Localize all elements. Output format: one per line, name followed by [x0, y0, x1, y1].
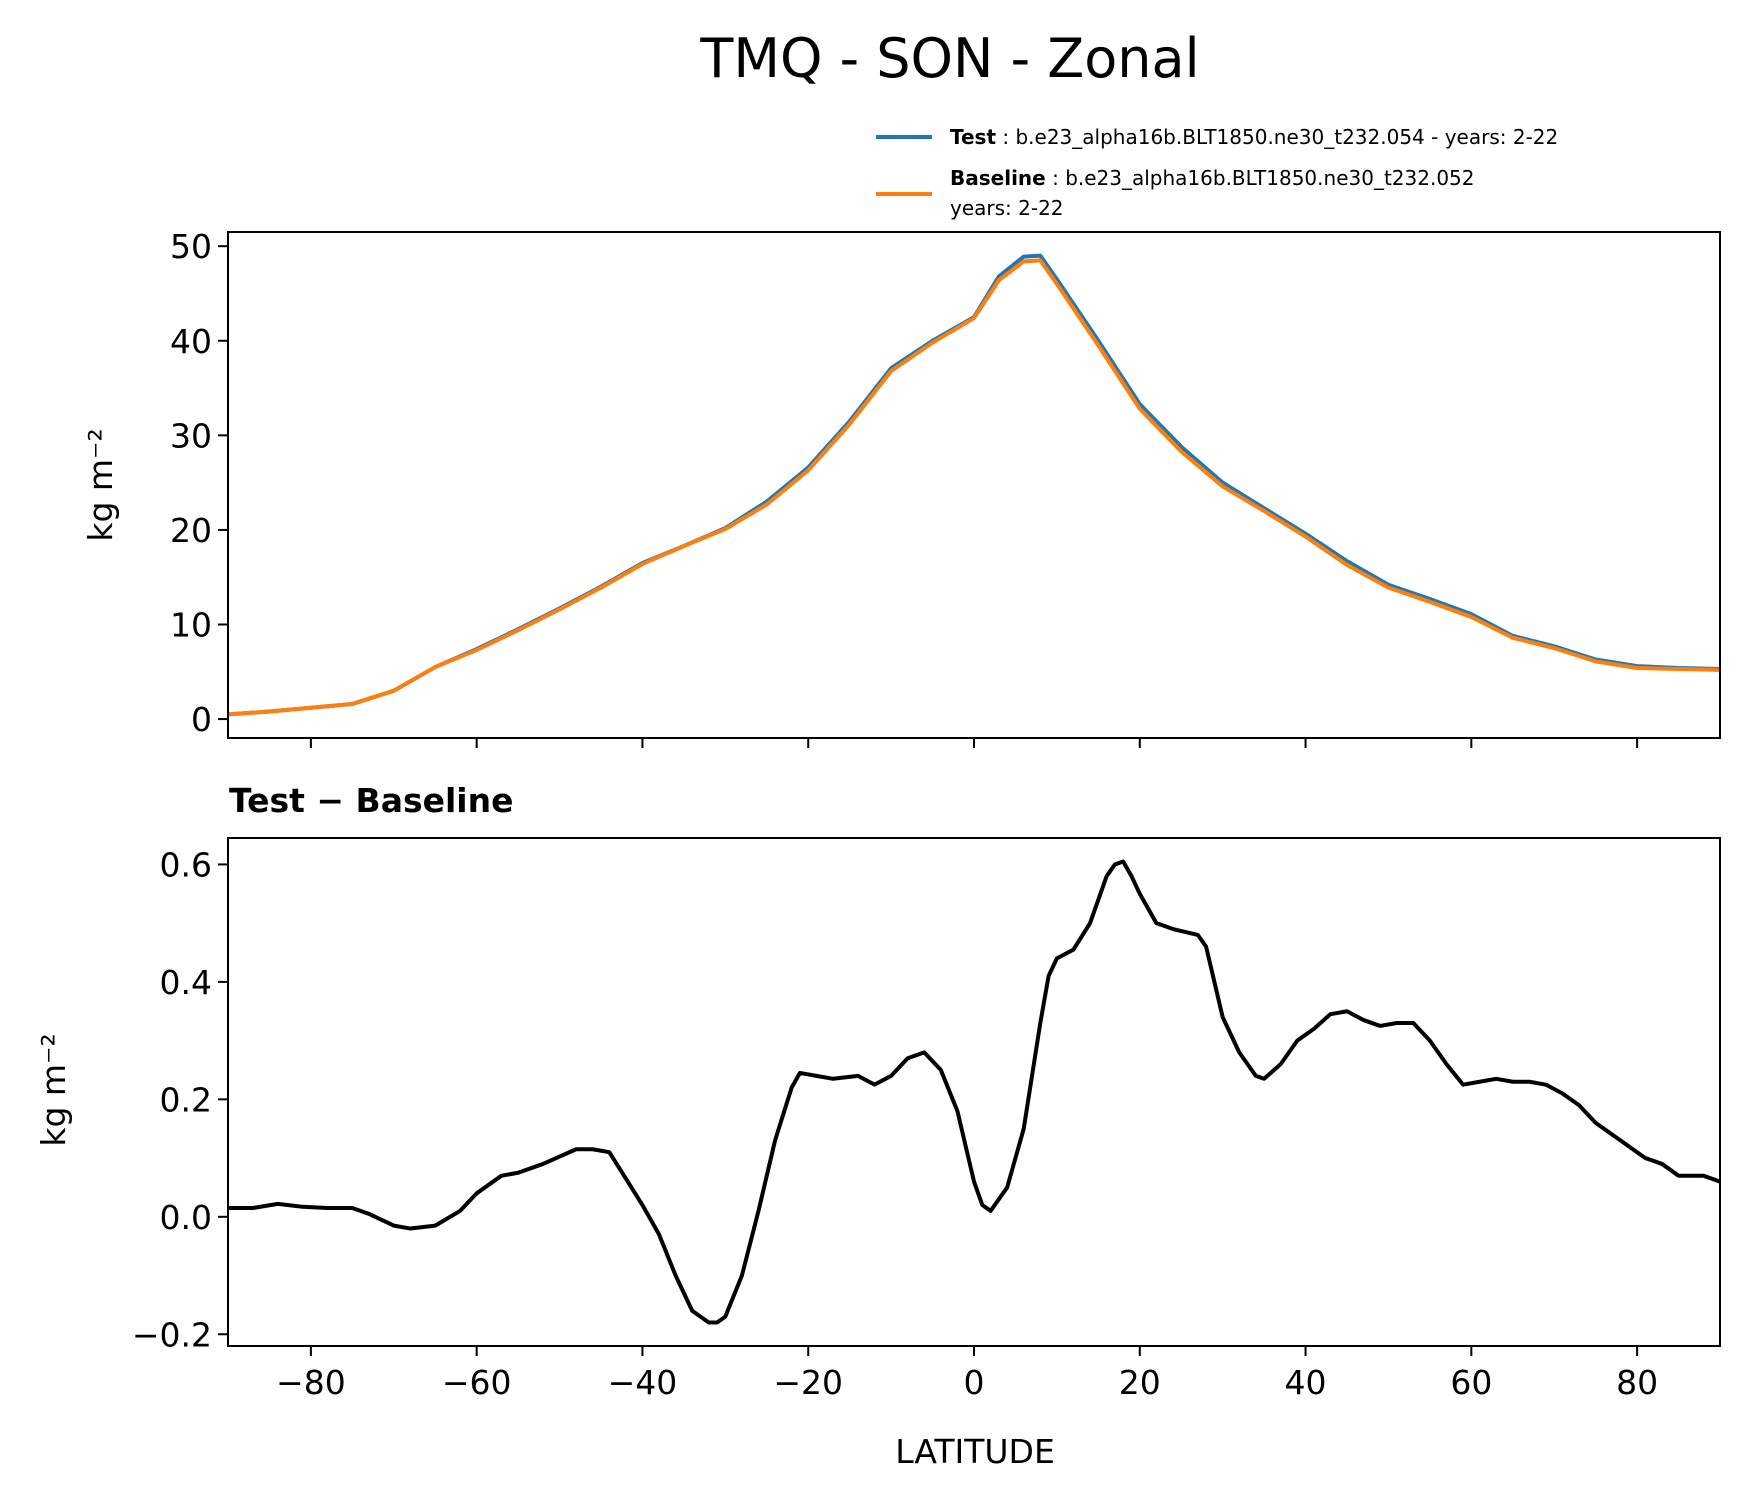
- top-ytick-label: 30: [170, 416, 212, 455]
- diff-xtick-label: 40: [1285, 1363, 1327, 1402]
- diff-panel: −0.2 0.0 0.2 0.4 0.6 −80 −60 −40 −20 0 20 40 60 80 k…: [34, 837, 1721, 1471]
- legend-baseline-desc-line2: years: 2-22: [950, 196, 1064, 220]
- top-ytick-label: 40: [170, 322, 212, 361]
- diff-y-axis-label: kg m⁻²: [34, 1033, 73, 1146]
- diff-ytick-label: 0.4: [160, 963, 212, 1002]
- top-yticks: 0 10 20 30 40 50: [170, 227, 228, 739]
- baseline-series-line: [228, 258, 1720, 717]
- top-y-axis-label: kg m⁻²: [81, 428, 120, 541]
- top-ytick-label: 20: [170, 511, 212, 550]
- legend-test-name: Test: [950, 125, 996, 149]
- top-series-group: [228, 253, 1720, 717]
- top-ytick-label: 50: [170, 227, 212, 266]
- top-plot-frame: [227, 231, 1721, 739]
- diff-ytick-label: 0.6: [160, 845, 212, 884]
- diff-xtick-label: 20: [1119, 1363, 1161, 1402]
- diff-xticks: −80 −60 −40 −20 0 20 40 60 80: [276, 1346, 1658, 1402]
- diff-xtick-label: 80: [1616, 1363, 1658, 1402]
- top-ytick-label: 10: [170, 606, 212, 645]
- diff-xtick-label: −20: [773, 1363, 843, 1402]
- x-axis-label: LATITUDE: [895, 1432, 1055, 1471]
- diff-xtick-label: 60: [1450, 1363, 1492, 1402]
- legend-baseline-name: Baseline: [950, 166, 1046, 190]
- top-xticks: [309, 738, 1639, 748]
- legend-test-desc: b.e23_alpha16b.BLT1850.ne30_t232.054 - y…: [1015, 125, 1558, 149]
- legend: Test : b.e23_alpha16b.BLT1850.ne30_t232.…: [876, 125, 1558, 220]
- diff-xtick-label: −60: [442, 1363, 512, 1402]
- legend-test-entry: Test : b.e23_alpha16b.BLT1850.ne30_t232.…: [950, 125, 1558, 149]
- diff-panel-title: Test − Baseline: [229, 781, 514, 820]
- legend-baseline-sep: :: [1046, 166, 1065, 190]
- top-panel: 0 10 20 30 40 50 kg m⁻²: [81, 227, 1721, 748]
- legend-baseline-desc: b.e23_alpha16b.BLT1850.ne30_t232.052: [1065, 166, 1474, 190]
- diff-series-line: [228, 859, 1720, 1325]
- diff-ytick-label: −0.2: [132, 1315, 212, 1354]
- legend-baseline-entry: Baseline : b.e23_alpha16b.BLT1850.ne30_t…: [950, 166, 1475, 190]
- diff-xtick-label: 0: [964, 1363, 985, 1402]
- figure-title: TMQ - SON - Zonal: [699, 27, 1199, 90]
- diff-ytick-label: 0.0: [160, 1198, 212, 1237]
- diff-xtick-label: −40: [608, 1363, 678, 1402]
- diff-xtick-label: −80: [276, 1363, 346, 1402]
- diff-plot-frame: [227, 837, 1721, 1347]
- top-ytick-label: 0: [191, 700, 212, 739]
- diff-series-group: [228, 859, 1720, 1325]
- diff-ytick-label: 0.2: [160, 1080, 212, 1119]
- diff-yticks: −0.2 0.0 0.2 0.4 0.6: [132, 845, 228, 1354]
- legend-test-sep: :: [996, 125, 1015, 149]
